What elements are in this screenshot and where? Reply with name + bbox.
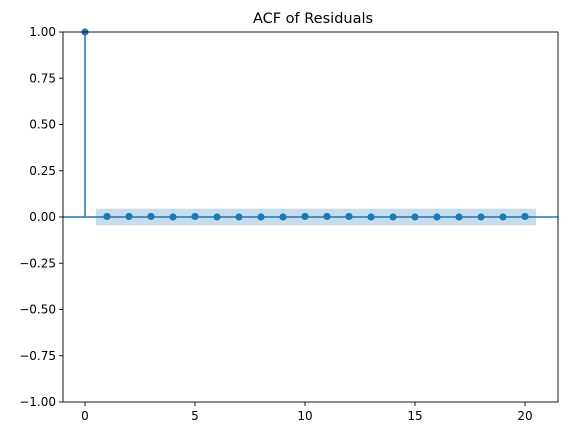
acf-point-lag-3 xyxy=(147,212,155,221)
acf-point-lag-6 xyxy=(213,213,221,221)
x-ticks-layer: 0 5 10 15 20 xyxy=(81,402,533,423)
y-tick-label: −0.50 xyxy=(19,303,56,317)
acf-point-lag-18 xyxy=(477,213,485,221)
acf-point-lag-10 xyxy=(301,212,309,221)
markers-layer xyxy=(81,28,529,221)
acf-point-lag-7 xyxy=(235,213,243,221)
y-tick-label: 1.00 xyxy=(29,25,56,39)
chart-title: ACF of Residuals xyxy=(253,11,373,27)
x-tick-label: 0 xyxy=(81,409,89,423)
acf-point-lag-15 xyxy=(411,213,419,221)
acf-point-lag-14 xyxy=(389,213,397,221)
acf-point-lag-19 xyxy=(499,213,507,221)
y-tick-label: 0.00 xyxy=(29,210,56,224)
y-tick-label: −0.25 xyxy=(19,256,56,270)
acf-point-lag-17 xyxy=(455,213,463,221)
x-tick-label: 15 xyxy=(407,409,422,423)
y-tick-label: −0.75 xyxy=(19,349,56,363)
y-tick-label: 0.50 xyxy=(29,118,56,132)
acf-point-lag-11 xyxy=(323,212,331,221)
y-tick-label: 0.75 xyxy=(29,71,56,85)
acf-point-lag-20 xyxy=(521,212,529,221)
acf-point-lag-2 xyxy=(125,212,133,221)
y-tick-label: −1.00 xyxy=(19,395,56,409)
x-tick-label: 20 xyxy=(517,409,532,423)
x-tick-label: 5 xyxy=(191,409,199,423)
acf-point-lag-13 xyxy=(367,213,375,221)
acf-point-lag-16 xyxy=(433,213,441,221)
acf-point-lag-4 xyxy=(169,213,177,221)
y-tick-label: 0.25 xyxy=(29,164,56,178)
acf-point-lag-1 xyxy=(103,212,111,221)
acf-point-lag-5 xyxy=(191,212,199,221)
acf-point-lag-9 xyxy=(279,213,287,221)
acf-point-lag-8 xyxy=(257,213,265,221)
y-ticks-layer: −1.00 −0.75 −0.50 −0.25 0.00 0.25 0.50 0.75 1.00 xyxy=(19,25,63,409)
x-tick-label: 10 xyxy=(297,409,312,423)
acf-point-lag-12 xyxy=(345,212,353,221)
stems-layer xyxy=(84,32,526,217)
